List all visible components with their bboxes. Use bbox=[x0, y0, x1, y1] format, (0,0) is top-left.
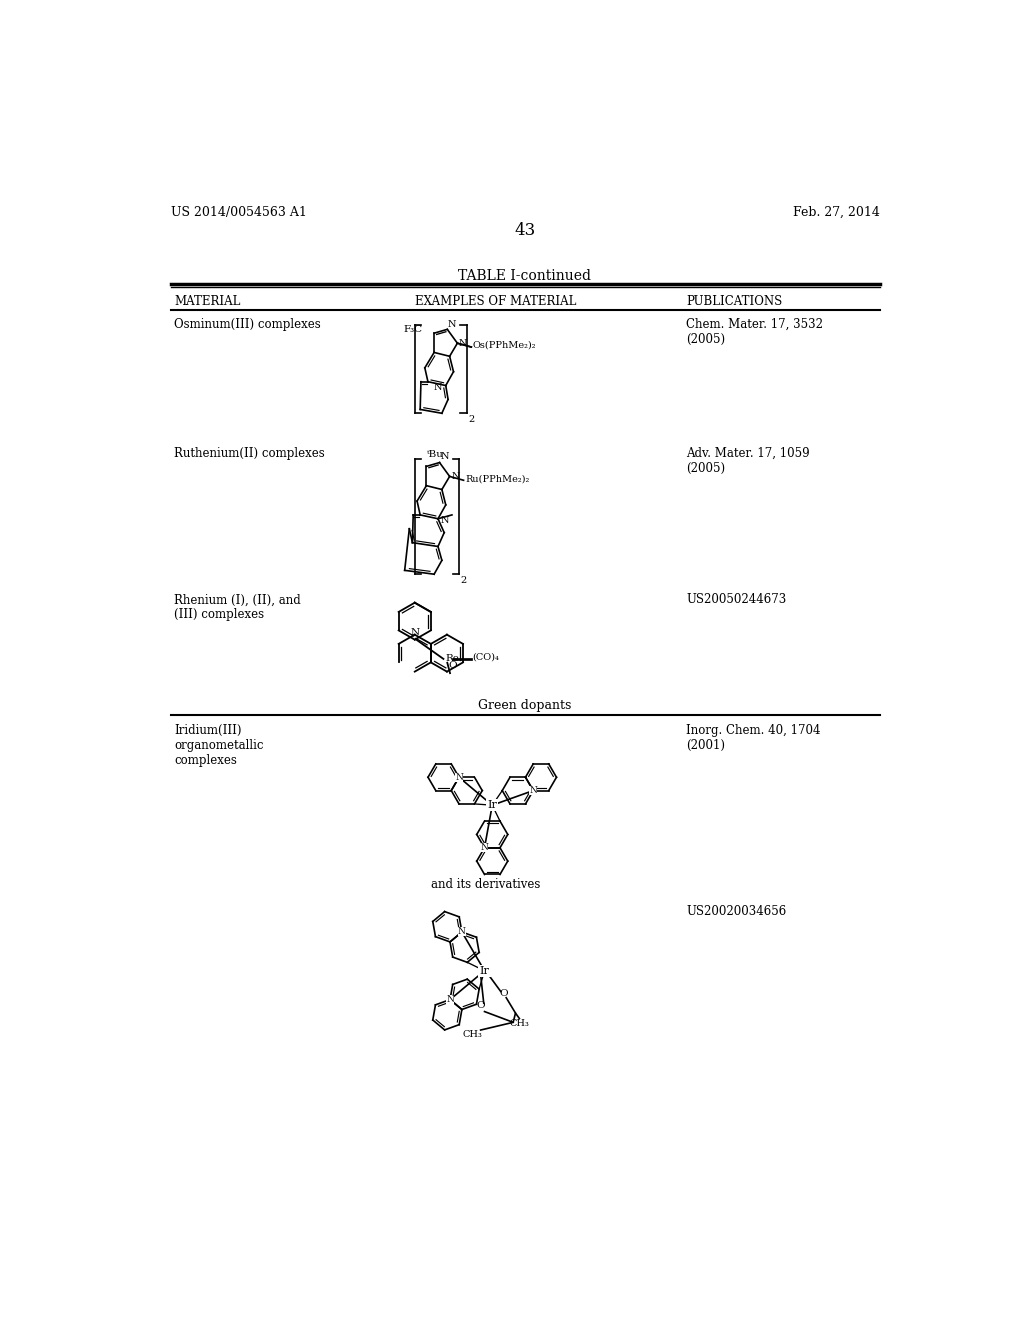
Text: Iridium(III)
organometallic
complexes: Iridium(III) organometallic complexes bbox=[174, 725, 264, 767]
Text: US20050244673: US20050244673 bbox=[686, 594, 786, 606]
Text: US20020034656: US20020034656 bbox=[686, 906, 786, 919]
Text: N: N bbox=[449, 319, 457, 329]
Text: Ru(PPhMe₂)₂: Ru(PPhMe₂)₂ bbox=[465, 474, 529, 483]
Text: US 2014/0054563 A1: US 2014/0054563 A1 bbox=[171, 206, 306, 219]
Text: and its derivatives: and its derivatives bbox=[431, 878, 541, 891]
Text: Ir: Ir bbox=[479, 966, 489, 975]
Text: CH₃: CH₃ bbox=[463, 1030, 482, 1039]
Text: EXAMPLES OF MATERIAL: EXAMPLES OF MATERIAL bbox=[415, 294, 577, 308]
Text: Rhenium (I), (II), and
(III) complexes: Rhenium (I), (II), and (III) complexes bbox=[174, 594, 301, 622]
Text: Re: Re bbox=[445, 655, 459, 664]
Text: 2: 2 bbox=[468, 414, 474, 424]
Text: N: N bbox=[529, 787, 538, 795]
Text: Os(PPhMe₂)₂: Os(PPhMe₂)₂ bbox=[473, 341, 537, 350]
Text: N: N bbox=[433, 383, 442, 392]
Text: Ir: Ir bbox=[487, 800, 498, 810]
Text: O: O bbox=[449, 661, 457, 671]
Text: N: N bbox=[459, 339, 467, 347]
Text: N: N bbox=[446, 995, 454, 1005]
Text: Chem. Mater. 17, 3532
(2005): Chem. Mater. 17, 3532 (2005) bbox=[686, 318, 823, 346]
Text: N: N bbox=[455, 772, 463, 781]
Text: O: O bbox=[500, 990, 508, 998]
Text: Feb. 27, 2014: Feb. 27, 2014 bbox=[793, 206, 880, 219]
Text: Adv. Mater. 17, 1059
(2005): Adv. Mater. 17, 1059 (2005) bbox=[686, 447, 810, 475]
Text: N: N bbox=[440, 451, 449, 461]
Text: N: N bbox=[452, 473, 460, 480]
Text: Inorg. Chem. 40, 1704
(2001): Inorg. Chem. 40, 1704 (2001) bbox=[686, 725, 820, 752]
Text: Green dopants: Green dopants bbox=[478, 698, 571, 711]
Text: 43: 43 bbox=[514, 222, 536, 239]
Text: (CO)₄: (CO)₄ bbox=[472, 653, 499, 661]
Text: F₃C: F₃C bbox=[403, 325, 423, 334]
Text: CH₃: CH₃ bbox=[509, 1019, 529, 1027]
Text: Osminum(III) complexes: Osminum(III) complexes bbox=[174, 318, 322, 331]
Text: N: N bbox=[480, 843, 488, 853]
Text: N: N bbox=[411, 628, 419, 638]
Text: MATERIAL: MATERIAL bbox=[174, 294, 241, 308]
Text: N: N bbox=[440, 516, 449, 525]
Text: Ruthenium(II) complexes: Ruthenium(II) complexes bbox=[174, 447, 326, 461]
Text: TABLE I-continued: TABLE I-continued bbox=[459, 268, 591, 282]
Text: N: N bbox=[458, 928, 466, 936]
Text: PUBLICATIONS: PUBLICATIONS bbox=[686, 294, 782, 308]
Text: O: O bbox=[476, 1001, 485, 1010]
Text: 2: 2 bbox=[461, 576, 467, 585]
Text: ᵗBu: ᵗBu bbox=[426, 450, 443, 459]
